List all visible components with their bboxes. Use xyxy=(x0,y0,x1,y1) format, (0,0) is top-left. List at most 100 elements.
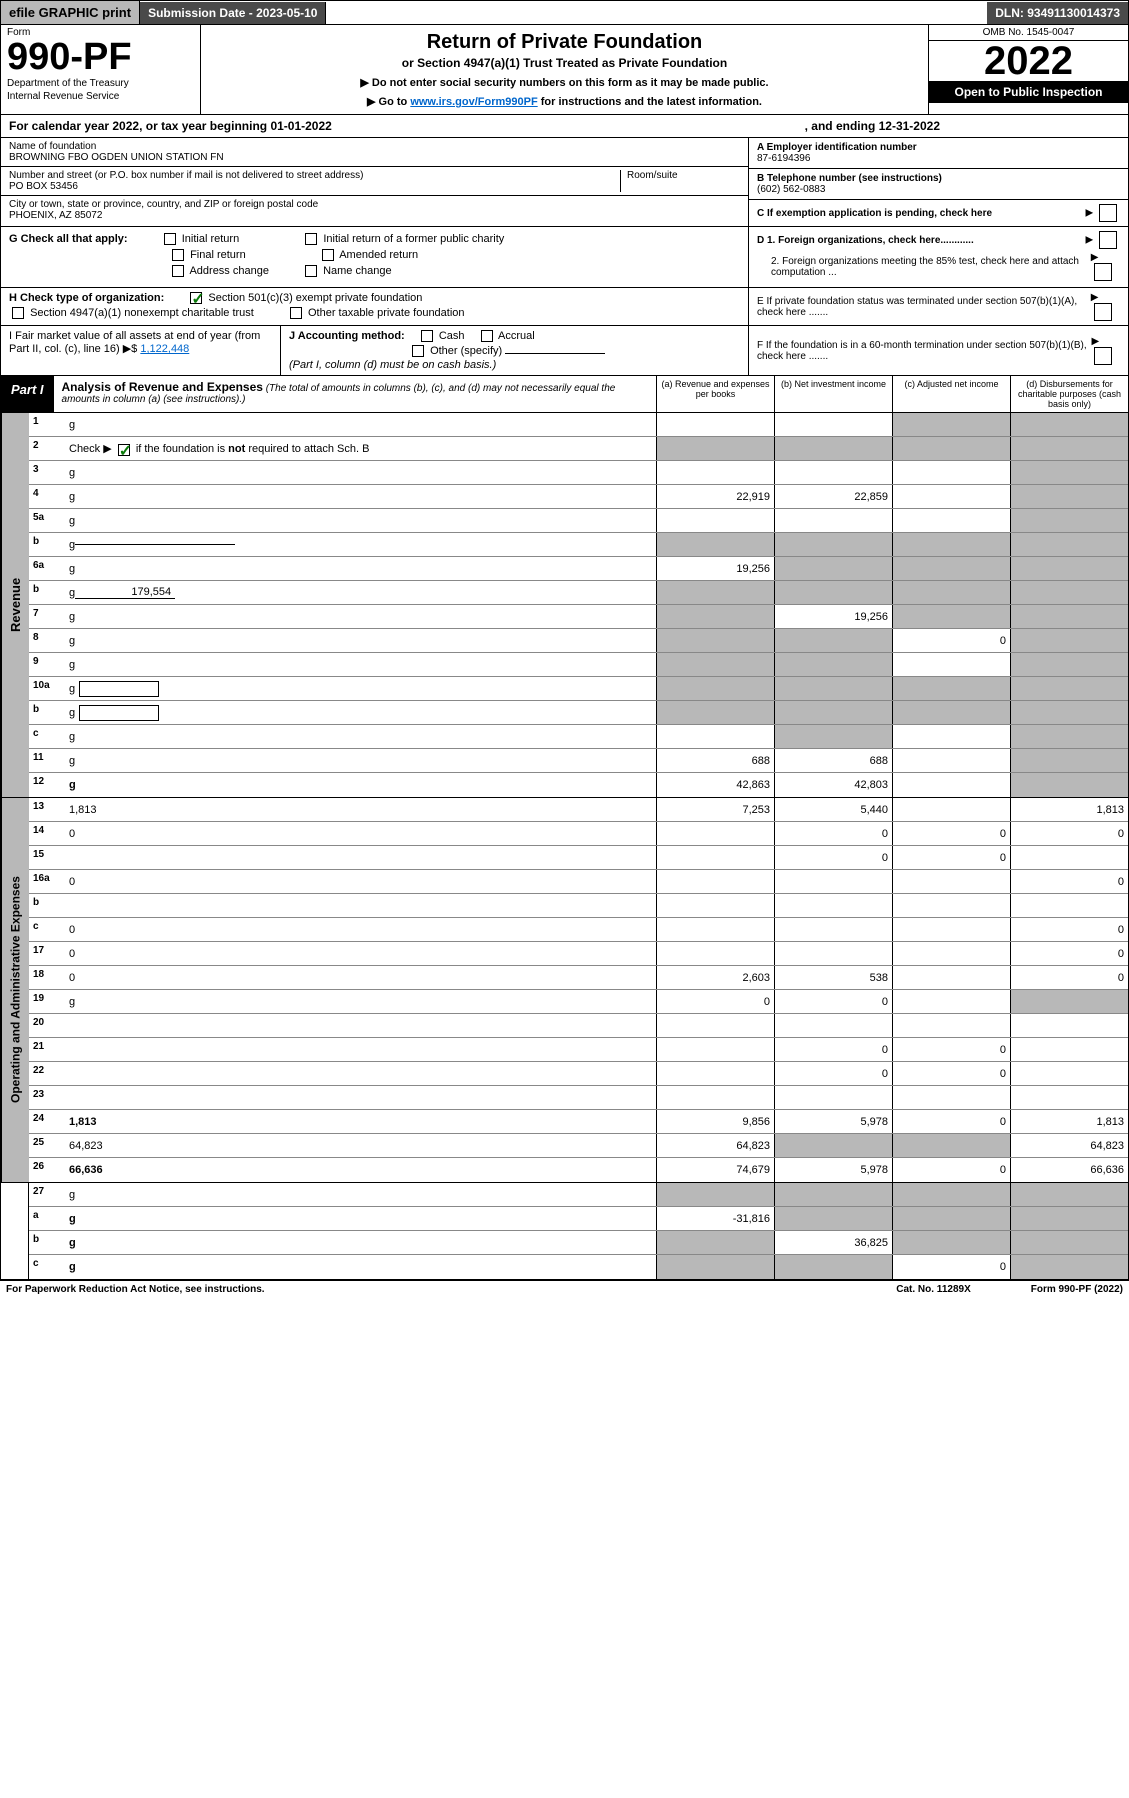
cell-d xyxy=(1010,461,1128,484)
cell-d: 1,813 xyxy=(1010,1110,1128,1133)
f-checkbox[interactable] xyxy=(1094,347,1112,365)
amended-checkbox[interactable] xyxy=(322,249,334,261)
501c3-checkbox[interactable] xyxy=(190,292,202,304)
line-description: g xyxy=(65,533,656,556)
table-row: 16a00 xyxy=(29,870,1128,894)
line-number: 1 xyxy=(29,413,65,436)
cell-a xyxy=(656,1062,774,1085)
4947-checkbox[interactable] xyxy=(12,307,24,319)
irs-link[interactable]: www.irs.gov/Form990PF xyxy=(410,96,537,108)
line-number: 10a xyxy=(29,677,65,700)
cell-a xyxy=(656,1038,774,1061)
cell-c xyxy=(892,1207,1010,1230)
cell-b: 688 xyxy=(774,749,892,772)
cell-b: 0 xyxy=(774,1062,892,1085)
cell-d xyxy=(1010,509,1128,532)
other-taxable-checkbox[interactable] xyxy=(290,307,302,319)
cell-b xyxy=(774,629,892,652)
table-row: b xyxy=(29,894,1128,918)
accrual-checkbox[interactable] xyxy=(481,330,493,342)
cell-c xyxy=(892,1183,1010,1206)
fmv-link[interactable]: 1,122,448 xyxy=(140,343,189,355)
cell-b xyxy=(774,942,892,965)
d1-label: D 1. Foreign organizations, check here..… xyxy=(757,235,974,246)
line-description: g179,554 xyxy=(65,581,656,604)
cell-a xyxy=(656,1231,774,1254)
line-description: g xyxy=(65,749,656,772)
cell-a xyxy=(656,1255,774,1279)
cell-c: 0 xyxy=(892,1158,1010,1182)
table-row: 27g xyxy=(29,1183,1128,1207)
cell-b: 0 xyxy=(774,990,892,1013)
cell-a xyxy=(656,894,774,917)
cell-d: 64,823 xyxy=(1010,1134,1128,1157)
cell-b: 5,978 xyxy=(774,1110,892,1133)
cell-c xyxy=(892,557,1010,580)
cell-b: 0 xyxy=(774,822,892,845)
cell-d xyxy=(1010,653,1128,676)
form-title: Return of Private Foundation xyxy=(207,31,922,54)
line-number: 21 xyxy=(29,1038,65,1061)
d1-checkbox[interactable] xyxy=(1099,231,1117,249)
line-description: 1,813 xyxy=(65,798,656,821)
cell-d xyxy=(1010,1086,1128,1109)
cell-c xyxy=(892,701,1010,724)
e-checkbox[interactable] xyxy=(1094,303,1112,321)
cell-c xyxy=(892,605,1010,628)
line-number: 23 xyxy=(29,1086,65,1109)
cell-a: 19,256 xyxy=(656,557,774,580)
line-number: 19 xyxy=(29,990,65,1013)
cell-b xyxy=(774,1183,892,1206)
schb-checkbox[interactable] xyxy=(118,444,130,456)
line-description: g xyxy=(65,653,656,676)
exemption-checkbox[interactable] xyxy=(1099,204,1117,222)
g-label: G Check all that apply: xyxy=(9,233,128,245)
cell-c xyxy=(892,413,1010,436)
line-number: 13 xyxy=(29,798,65,821)
table-row: 9g xyxy=(29,653,1128,677)
cell-d xyxy=(1010,1062,1128,1085)
line-number: 17 xyxy=(29,942,65,965)
col-b-header: (b) Net investment income xyxy=(774,376,892,412)
line-number: b xyxy=(29,894,65,917)
line-description: 0 xyxy=(65,870,656,893)
j-note: (Part I, column (d) must be on cash basi… xyxy=(289,359,740,371)
part1-title: Analysis of Revenue and Expenses xyxy=(62,380,263,394)
line-description: g xyxy=(65,629,656,652)
cell-a xyxy=(656,533,774,556)
table-row: 131,8137,2535,4401,813 xyxy=(29,798,1128,822)
cell-a: 2,603 xyxy=(656,966,774,989)
cell-d xyxy=(1010,629,1128,652)
part1-label: Part I xyxy=(1,376,54,412)
cell-c: 0 xyxy=(892,1255,1010,1279)
cell-b xyxy=(774,413,892,436)
cell-c: 0 xyxy=(892,846,1010,869)
line-description: g xyxy=(65,990,656,1013)
dln-label: DLN: 93491130014373 xyxy=(987,2,1128,24)
address-change-checkbox[interactable] xyxy=(172,265,184,277)
cash-checkbox[interactable] xyxy=(421,330,433,342)
cell-a xyxy=(656,605,774,628)
table-row: 2Check ▶ if the foundation is not requir… xyxy=(29,437,1128,461)
cell-c: 0 xyxy=(892,1110,1010,1133)
initial-public-checkbox[interactable] xyxy=(305,233,317,245)
cell-d xyxy=(1010,677,1128,700)
cell-a xyxy=(656,1183,774,1206)
cell-c xyxy=(892,990,1010,1013)
line-number: 27 xyxy=(29,1183,65,1206)
name-change-checkbox[interactable] xyxy=(305,265,317,277)
city-label: City or town, state or province, country… xyxy=(9,199,740,210)
cell-c xyxy=(892,966,1010,989)
cell-a xyxy=(656,1014,774,1037)
final-return-checkbox[interactable] xyxy=(172,249,184,261)
line-description: g xyxy=(65,701,656,724)
table-row: 8g0 xyxy=(29,629,1128,653)
line-number: 20 xyxy=(29,1014,65,1037)
d2-checkbox[interactable] xyxy=(1094,263,1112,281)
initial-return-checkbox[interactable] xyxy=(164,233,176,245)
other-method-checkbox[interactable] xyxy=(412,345,424,357)
cell-d: 0 xyxy=(1010,918,1128,941)
line-description: Check ▶ if the foundation is not require… xyxy=(65,437,656,460)
calendar-begin: For calendar year 2022, or tax year begi… xyxy=(9,119,332,133)
line-description xyxy=(65,846,656,869)
